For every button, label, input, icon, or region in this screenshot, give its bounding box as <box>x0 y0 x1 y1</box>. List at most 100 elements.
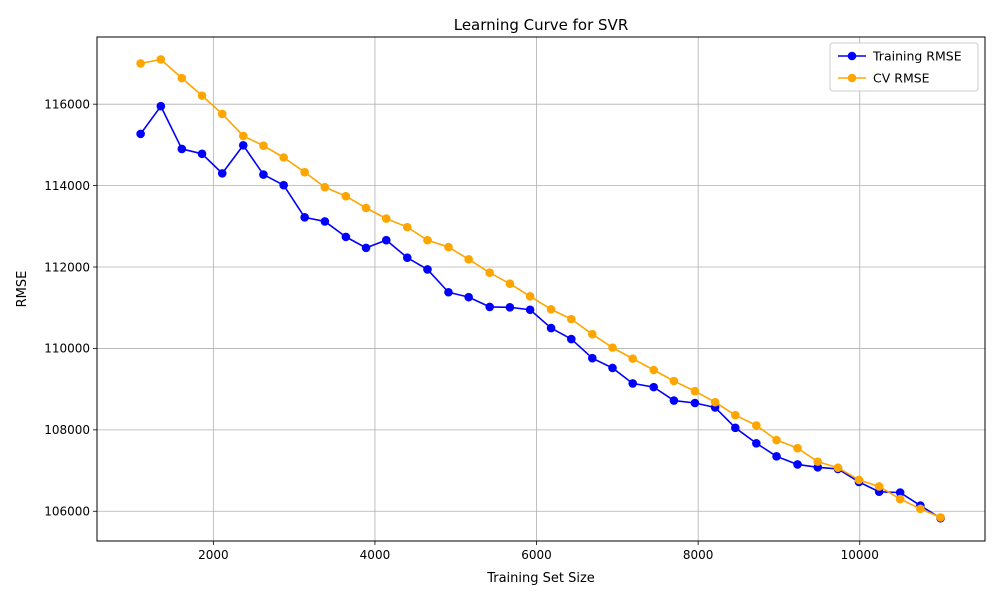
data-point <box>588 353 597 363</box>
data-point <box>628 354 638 363</box>
data-point <box>608 343 617 352</box>
x-tick-label: 4000 <box>360 548 391 562</box>
data-point <box>752 438 761 448</box>
grid <box>97 37 985 541</box>
data-point <box>628 379 638 388</box>
data-point <box>238 131 248 141</box>
data-point <box>936 513 945 522</box>
data-point <box>402 222 412 232</box>
data-point <box>874 482 884 491</box>
data-point <box>731 410 740 420</box>
legend: Training RMSE CV RMSE <box>829 42 979 92</box>
data-point <box>772 435 781 445</box>
legend-label-cv: CV RMSE <box>873 71 930 86</box>
series-training-rmse <box>136 101 945 523</box>
data-point <box>752 421 761 430</box>
y-tick-label: 110000 <box>44 342 90 356</box>
data-point <box>525 292 535 301</box>
data-point <box>485 268 494 278</box>
data-point <box>546 305 556 314</box>
series-group <box>136 55 945 523</box>
series-line <box>139 105 941 519</box>
data-point <box>136 59 145 68</box>
data-point <box>259 170 268 179</box>
data-point <box>669 396 679 405</box>
x-tick-label: 10000 <box>841 548 879 562</box>
data-point <box>341 232 351 242</box>
data-point <box>567 314 576 324</box>
series-cv-rmse <box>136 55 945 522</box>
data-point <box>197 91 207 100</box>
data-point <box>361 243 371 253</box>
legend-marker-training <box>847 51 857 61</box>
data-point <box>217 169 227 178</box>
x-axis-title: Training Set Size <box>486 571 595 586</box>
data-point <box>690 386 700 396</box>
y-tick-label: 112000 <box>44 260 90 274</box>
data-point <box>300 167 309 177</box>
x-tick-label: 8000 <box>683 548 714 562</box>
data-point <box>588 329 597 339</box>
data-point <box>505 279 515 289</box>
data-point <box>464 292 473 302</box>
data-point <box>217 109 227 119</box>
data-point <box>772 452 781 461</box>
legend-entry-cv: CV RMSE <box>838 71 930 86</box>
y-tick-label: 114000 <box>44 179 90 193</box>
y-tick-label: 108000 <box>44 423 90 437</box>
y-tick-label: 116000 <box>44 97 90 111</box>
legend-label-training: Training RMSE <box>872 49 962 64</box>
x-tick-label: 6000 <box>521 548 552 562</box>
axis-ticks: 2000 4000 6000 8000 10000 106000 108000 110000 1… <box>44 97 879 562</box>
chart-title: Learning Curve for SVR <box>454 16 629 34</box>
data-point <box>649 382 659 392</box>
data-point <box>895 494 905 504</box>
data-point <box>669 376 679 386</box>
y-axis-title: RMSE <box>15 271 30 308</box>
data-point <box>525 305 535 315</box>
y-tick-label: 106000 <box>44 505 90 519</box>
data-point <box>567 334 576 344</box>
data-point <box>156 101 166 111</box>
data-point <box>238 140 248 150</box>
data-point <box>854 475 864 485</box>
data-point <box>279 153 288 162</box>
data-point <box>485 302 494 312</box>
data-point <box>710 397 720 407</box>
data-point <box>464 254 473 264</box>
data-point <box>608 363 617 373</box>
data-point <box>381 214 391 223</box>
data-point <box>259 141 268 150</box>
data-point <box>423 265 432 274</box>
data-point <box>177 73 187 83</box>
data-point <box>156 55 166 64</box>
data-point <box>649 365 659 375</box>
data-point <box>341 191 351 201</box>
plot-area-frame <box>96 36 986 542</box>
data-point <box>444 242 453 252</box>
legend-box <box>829 42 979 92</box>
data-point <box>793 460 802 469</box>
data-point <box>546 323 556 333</box>
data-point <box>300 213 309 222</box>
data-point <box>197 149 207 159</box>
data-point <box>793 443 802 453</box>
data-point <box>381 235 391 245</box>
data-point <box>731 423 740 433</box>
x-tick-label: 2000 <box>198 548 229 562</box>
data-point <box>505 303 515 312</box>
data-point <box>320 182 330 192</box>
data-point <box>813 457 823 466</box>
data-point <box>361 203 371 213</box>
data-point <box>916 504 925 514</box>
data-point <box>402 253 412 262</box>
data-point <box>895 488 905 497</box>
data-point <box>136 129 145 139</box>
series-line <box>140 58 941 519</box>
data-point <box>279 180 288 190</box>
data-point <box>177 144 187 154</box>
legend-entry-training: Training RMSE <box>838 49 962 64</box>
data-point <box>833 463 843 473</box>
